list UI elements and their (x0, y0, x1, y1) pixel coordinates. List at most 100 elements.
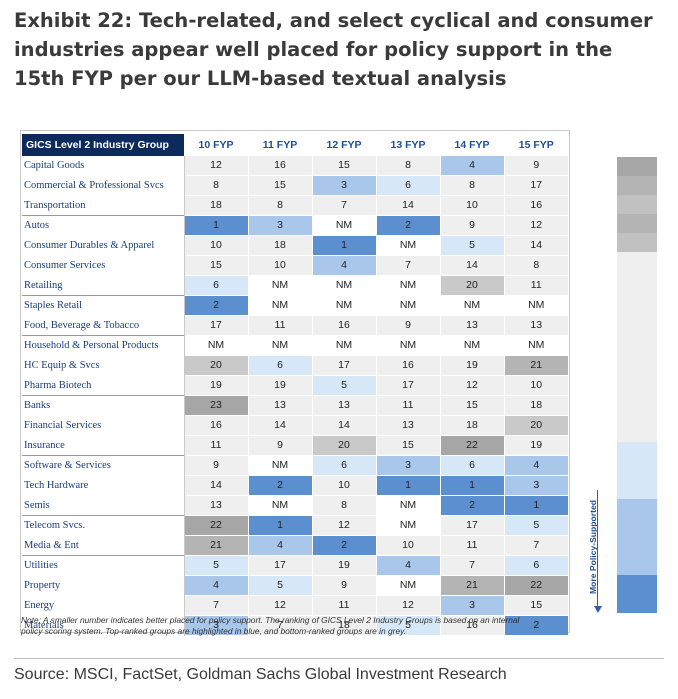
industry-label: Transportation (22, 195, 185, 216)
rank-cell: 17 (375, 375, 440, 396)
rank-cell: 10 (439, 195, 504, 216)
title-line-3: 15th FYP per our LLM-based textual analy… (14, 67, 507, 90)
legend-swatch (617, 575, 657, 594)
rank-cell: NM (503, 335, 568, 356)
rank-cell: 11 (375, 395, 440, 416)
industry-label: Household & Personal Products (22, 335, 185, 356)
table-row: Telecom Svcs. 22 1 12 NM 17 5 (22, 515, 568, 536)
industry-label: Banks (22, 395, 185, 416)
rank-cell: 8 (503, 255, 568, 276)
table-row: Materials 3 7 18 5 16 2 (22, 615, 568, 636)
rank-cell: 7 (247, 615, 312, 636)
rank-cell: 9 (247, 435, 312, 456)
rank-cell: 13 (375, 415, 440, 436)
table-row: Software & Services 9 NM 6 3 6 4 (22, 455, 568, 476)
industry-label: Semis (22, 495, 185, 516)
rank-cell: 3 (183, 615, 248, 636)
rank-cell: 20 (183, 355, 248, 376)
rank-cell: 4 (375, 555, 440, 576)
note-line-1: Note: A smaller number indicates better … (21, 615, 520, 625)
rank-cell: 18 (247, 235, 312, 256)
rank-cell: NM (375, 235, 440, 256)
rank-cell: 4 (183, 575, 248, 596)
table-body: Capital Goods 12 16 15 8 4 9 Commercial & Profe… (22, 156, 568, 636)
rank-cell: NM (503, 295, 568, 316)
table-row: Insurance 11 9 20 15 22 19 (22, 435, 568, 456)
industry-label: Capital Goods (22, 156, 185, 176)
source-divider (14, 658, 664, 659)
rank-cell: 6 (183, 275, 248, 296)
rank-cell: 6 (375, 175, 440, 196)
rank-cell: 20 (311, 435, 376, 456)
industry-label: Food, Beverage & Tobacco (22, 315, 185, 336)
legend-swatch (617, 309, 657, 328)
rank-cell: 18 (439, 415, 504, 436)
table-row: Transportation 18 8 7 14 10 16 (22, 195, 568, 216)
table-row: Property 4 5 9 NM 21 22 (22, 575, 568, 596)
table-row: Food, Beverage & Tobacco 17 11 16 9 13 13 (22, 315, 568, 336)
rank-cell: 20 (503, 415, 568, 436)
rank-cell: 6 (311, 455, 376, 476)
rank-cell: 17 (503, 175, 568, 196)
legend-swatch (617, 461, 657, 480)
rank-cell: 3 (503, 475, 568, 496)
rank-cell: 3 (247, 215, 312, 236)
table-row: Consumer Durables & Apparel 10 18 1 NM 5 14 (22, 235, 568, 256)
rank-cell: 2 (503, 615, 568, 636)
row-header-label: GICS Level 2 Industry Group (22, 134, 184, 156)
legend-swatch (617, 214, 657, 233)
rank-cell: 19 (503, 435, 568, 456)
rank-cell: 3 (439, 595, 504, 616)
rank-cell: 16 (503, 195, 568, 216)
rank-cell: 14 (503, 235, 568, 256)
table-row: Utilities 5 17 19 4 7 6 (22, 555, 568, 576)
policy-support-arrow: More Policy-Supported (582, 490, 604, 616)
rank-cell: 13 (183, 495, 248, 516)
rank-cell: 4 (503, 455, 568, 476)
rank-cell: 10 (503, 375, 568, 396)
legend-swatch (617, 252, 657, 271)
rank-cell: NM (439, 295, 504, 316)
rank-cell: 6 (503, 555, 568, 576)
rank-cell: 12 (503, 215, 568, 236)
legend-swatch (617, 290, 657, 309)
legend-swatch (617, 195, 657, 214)
legend-swatch (617, 233, 657, 252)
rank-cell: 13 (247, 395, 312, 416)
rank-cell: NM (311, 335, 376, 356)
rank-cell: 2 (183, 295, 248, 316)
industry-label: Property (22, 575, 185, 596)
rank-cell: 1 (503, 495, 568, 516)
rank-cell: 3 (375, 455, 440, 476)
rank-cell: 2 (439, 495, 504, 516)
rank-cell: 7 (183, 595, 248, 616)
rank-cell: 14 (375, 195, 440, 216)
table-row: Consumer Services 15 10 4 7 14 8 (22, 255, 568, 276)
table-row: HC Equip & Svcs 20 6 17 16 19 21 (22, 355, 568, 376)
rank-cell: 8 (183, 175, 248, 196)
rank-cell: 3 (311, 175, 376, 196)
rank-cell: 7 (375, 255, 440, 276)
rank-cell: 11 (247, 315, 312, 336)
rank-cell: 21 (439, 575, 504, 596)
rank-cell: 13 (439, 315, 504, 336)
legend-swatch (617, 404, 657, 423)
rank-cell: 15 (503, 595, 568, 616)
rank-cell: 17 (439, 515, 504, 536)
industry-label: Consumer Services (22, 255, 185, 276)
rank-cell: NM (375, 495, 440, 516)
rank-cell: 1 (439, 475, 504, 496)
rank-cell: 22 (439, 435, 504, 456)
rank-cell: 4 (247, 535, 312, 556)
rank-cell: NM (247, 275, 312, 296)
rank-cell: 15 (375, 435, 440, 456)
rank-cell: NM (375, 295, 440, 316)
rank-cell: 16 (183, 415, 248, 436)
arrow-down-icon (594, 606, 602, 613)
legend-swatch (617, 176, 657, 195)
rank-cell: 2 (247, 475, 312, 496)
table-row: Energy 7 12 11 12 3 15 (22, 595, 568, 616)
rank-cell: 17 (247, 555, 312, 576)
rank-cell: 5 (183, 555, 248, 576)
legend-swatch (617, 518, 657, 537)
